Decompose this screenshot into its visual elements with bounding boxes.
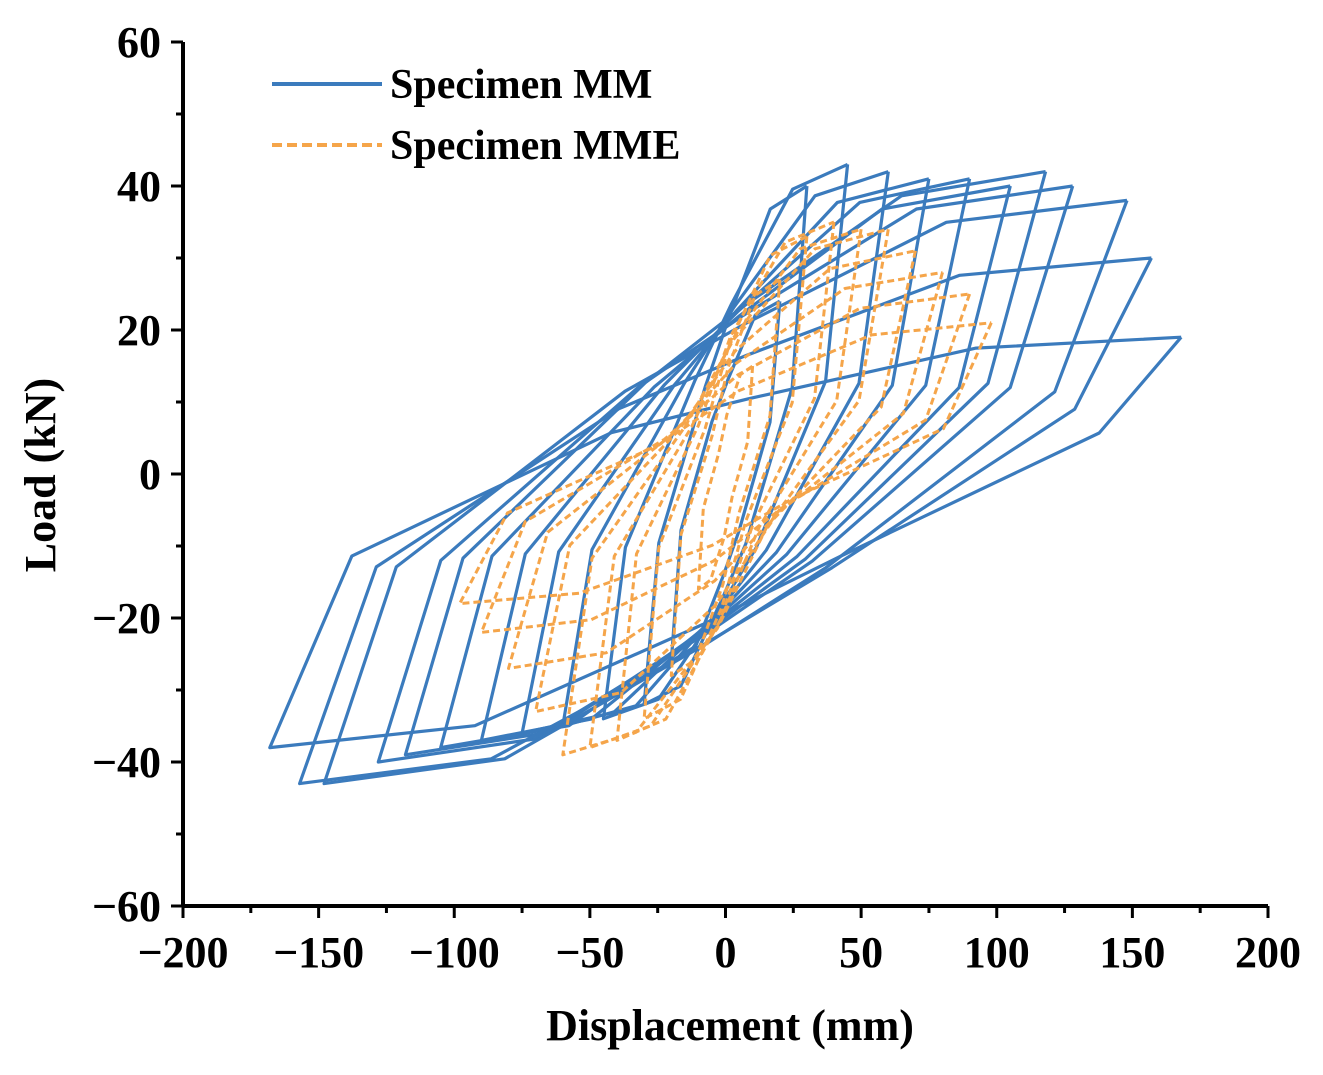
- x-tick-label: 200: [1235, 928, 1301, 977]
- x-tick-label: 0: [715, 928, 737, 977]
- loop-cycle-8: [507, 270, 944, 670]
- x-tick-label: −100: [409, 928, 500, 977]
- y-tick-label: 60: [117, 18, 161, 67]
- loop-cycle-8: [403, 170, 1048, 757]
- x-tick-label: 150: [1099, 928, 1165, 977]
- y-tick-label: 40: [117, 162, 161, 211]
- loop-cycle-7: [534, 249, 917, 714]
- legend-label-specimen-mme: Specimen MME: [390, 123, 680, 169]
- y-tick-label: −20: [92, 594, 161, 643]
- series-specimen-mm: [268, 162, 1183, 786]
- y-tick-label: 20: [117, 306, 161, 355]
- y-tick-label: 0: [139, 450, 161, 499]
- loop-cycle-10: [458, 321, 993, 606]
- tick-labels: −200 −150 −100 −50 0 50 100 150 200−60−40−200204…: [92, 18, 1301, 977]
- y-tick-label: −60: [92, 882, 161, 931]
- x-tick-label: −200: [137, 928, 228, 977]
- loop-cycle-6: [561, 227, 890, 757]
- x-tick-label: 100: [964, 928, 1030, 977]
- y-axis-title: Load (kN): [16, 378, 65, 572]
- legend: Specimen MM Specimen MME: [272, 62, 680, 169]
- x-tick-label: −150: [273, 928, 364, 977]
- loop-cycle-9: [376, 184, 1075, 764]
- loop-cycle-9: [479, 292, 972, 634]
- loop-cycle-1: [696, 364, 755, 591]
- x-tick-label: −50: [555, 928, 624, 977]
- loop-cycle-5: [588, 227, 863, 750]
- plot-area: [268, 162, 1183, 786]
- loop-cycle-10: [322, 198, 1129, 786]
- y-tick-label: −40: [92, 738, 161, 787]
- loop-cycle-4: [615, 220, 836, 742]
- series-specimen-mme: [458, 220, 993, 757]
- loop-cycle-12: [268, 335, 1183, 750]
- loop-cycle-11: [298, 256, 1153, 786]
- x-axis-title: Displacement (mm): [546, 1001, 914, 1050]
- legend-label-specimen-mm: Specimen MM: [390, 62, 652, 108]
- axes: [171, 40, 1270, 918]
- loop-cycle-2: [669, 278, 782, 678]
- x-tick-label: 50: [839, 928, 883, 977]
